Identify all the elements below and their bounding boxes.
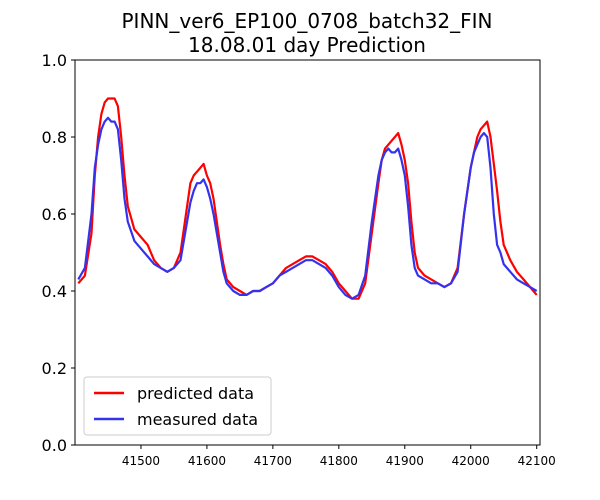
legend-box <box>83 376 272 436</box>
legend-label-measured: measured data <box>137 410 258 429</box>
chart-subtitle: 18.08.01 day Prediction <box>188 33 426 57</box>
x-tick-label: 42000 <box>452 454 490 468</box>
x-tick-label: 41600 <box>188 454 226 468</box>
y-tick-label: 1.0 <box>42 51 67 70</box>
y-tick-label: 0.4 <box>42 282 67 301</box>
y-tick-label: 0.2 <box>42 359 67 378</box>
y-tick-label: 0.0 <box>42 436 67 455</box>
plot-frame <box>74 59 541 446</box>
y-tick-label: 0.8 <box>42 128 67 147</box>
plot-area: 41500 41600 41700 41800 41900 42000 42100 0.0 0.… <box>42 51 556 468</box>
chart-title: PINN_ver6_EP100_0708_batch32_FIN <box>121 9 492 33</box>
x-tick-label: 42100 <box>518 454 556 468</box>
x-tick-label: 41500 <box>122 454 160 468</box>
x-tick-label: 41800 <box>320 454 358 468</box>
series-line-predicted <box>77 97 538 300</box>
y-tick-label: 0.6 <box>42 205 67 224</box>
x-tick-label: 41900 <box>386 454 424 468</box>
series-line-measured <box>77 116 538 300</box>
legend-label-predicted: predicted data <box>137 384 254 403</box>
legend: predicted data measured data <box>83 376 272 436</box>
x-tick-label: 41700 <box>254 454 292 468</box>
